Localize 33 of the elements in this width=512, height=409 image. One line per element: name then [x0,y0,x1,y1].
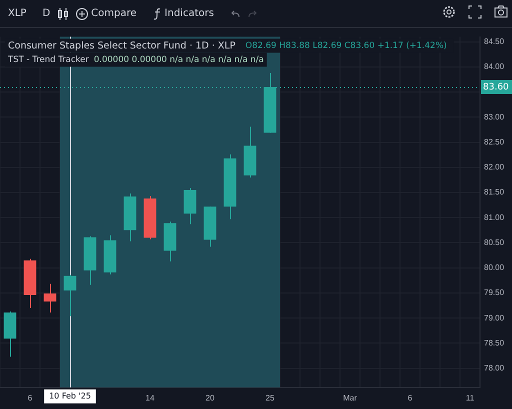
x-tick-label: 6 [408,393,413,402]
y-tick-label: 79.00 [484,313,505,322]
y-tick-label: 84.00 [484,62,505,72]
y-tick-label: 82.00 [484,162,505,172]
x-tick-label: Mar [343,393,358,402]
y-tick-label: 78.50 [484,338,505,348]
candlestick [44,283,56,314]
x-tick-label: 20 [206,393,215,402]
text: D [41,8,52,19]
y-tick-label: 81.50 [484,188,505,197]
ref-line-label: 83.60 [483,82,510,92]
text: XLP [7,8,28,19]
text: Compare [90,8,138,19]
annotation: O82.69 H83.88 L82.69 C83.60 +1.17 (+1.42%) [245,41,447,52]
text: Indicators [164,8,215,19]
y-tick-label: 82.50 [484,137,505,146]
y-tick-label: 78.00 [484,364,505,373]
x-tick-label: 25 [266,393,275,402]
annotation: 0.00000 0.00000 n/a n/a n/a n/a n/a n/a [94,55,264,66]
y-tick-label: 80.00 [484,263,505,272]
chart-title: Consumer Staples Select Sector Fund · 1D · XLP [8,40,236,52]
x-tick-label: 10 Feb '25 [49,391,91,400]
x-tick-label: 11 [466,393,475,402]
y-tick-label: 84.50 [484,37,505,46]
y-tick-label: 83.00 [484,112,505,122]
x-tick-label: 6 [28,393,33,402]
candlestick [64,274,76,317]
y-tick-label: 81.00 [484,212,505,222]
x-tick-label: 14 [146,393,155,402]
annotation: TST - Trend Tracker [7,55,90,66]
y-tick-label: 80.50 [484,238,505,247]
candlestick [184,187,196,225]
y-tick-label: 79.50 [484,288,505,298]
